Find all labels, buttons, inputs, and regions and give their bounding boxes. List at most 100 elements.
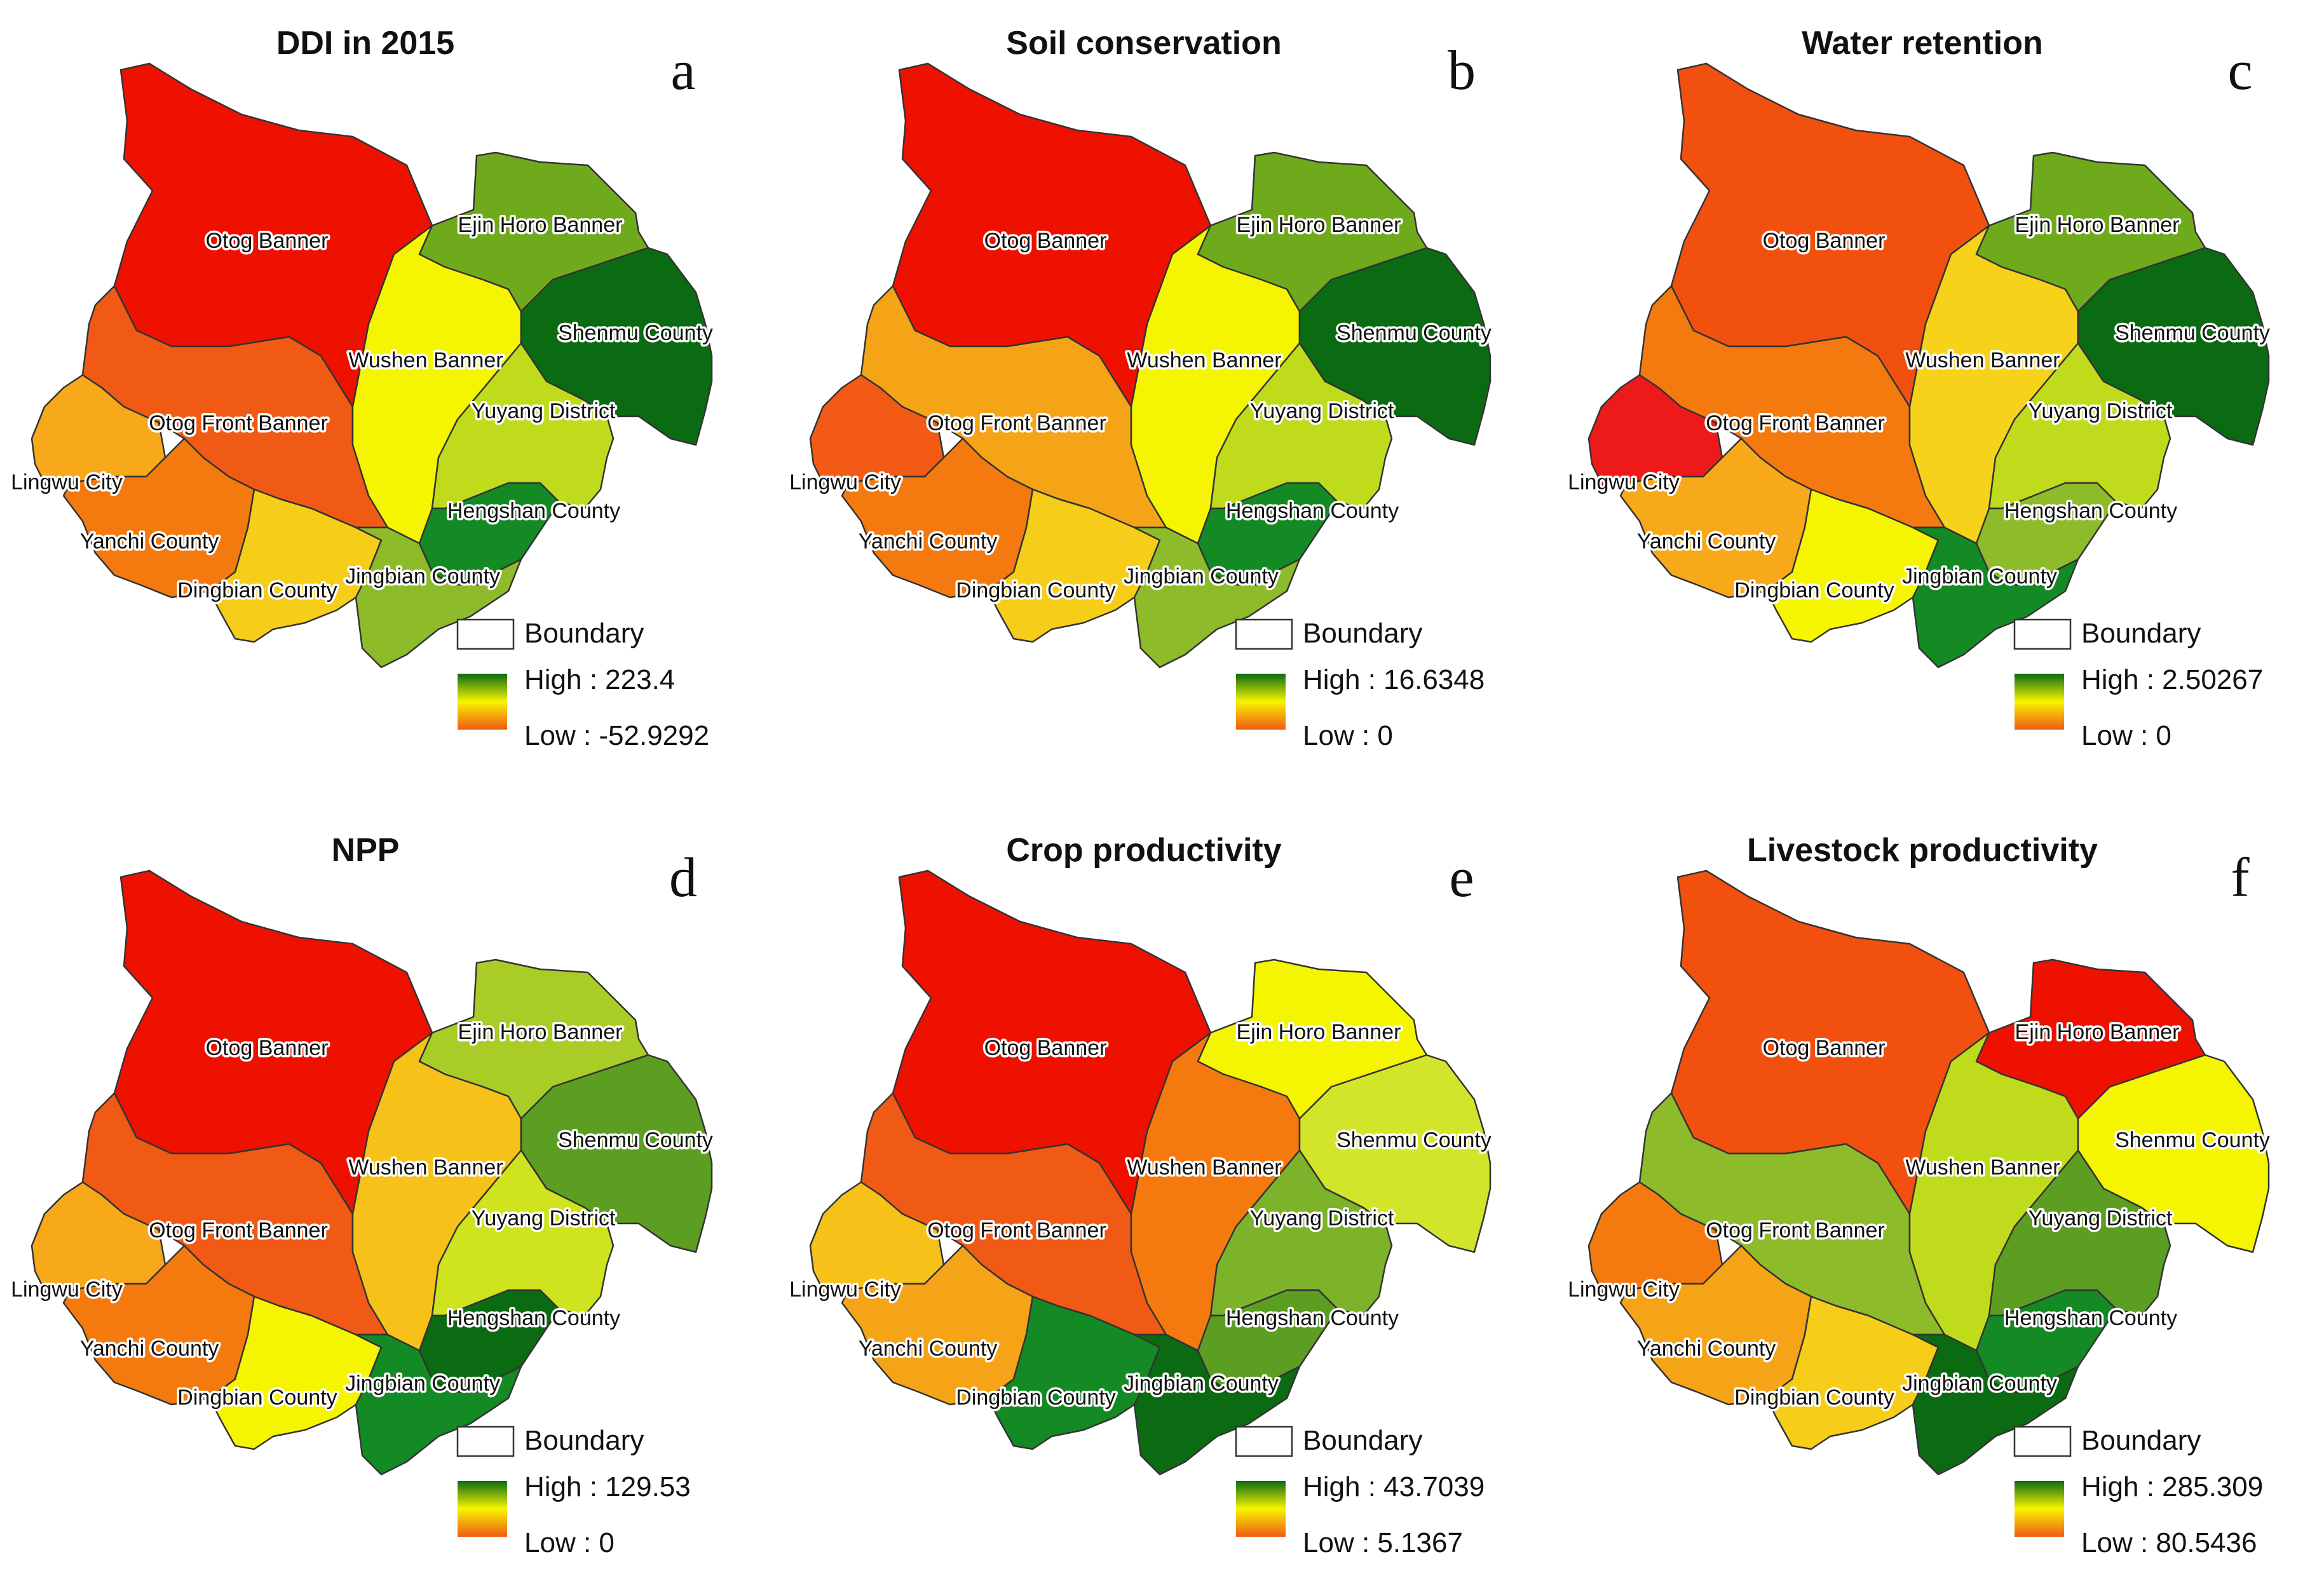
region-ejin — [1197, 958, 1428, 1120]
region-label-wushen: Wushen Banner — [1905, 1155, 2060, 1180]
region-label-hengshan: Hengshan County — [1226, 1306, 1399, 1330]
region-label-yanchi: Yanchi County — [80, 529, 219, 554]
region-label-yanchi: Yanchi County — [859, 1337, 998, 1361]
panel-letter: f — [2231, 847, 2250, 909]
region-hengshan — [418, 482, 561, 586]
region-label-shenmu: Shenmu County — [558, 1128, 713, 1152]
region-label-wushen: Wushen Banner — [1127, 1155, 1281, 1180]
region-label-lingwu: Lingwu City — [789, 470, 901, 494]
panel-letter: b — [1448, 40, 1476, 102]
region-label-jingbian: Jingbian County — [1124, 564, 1279, 589]
panel-title: DDI in 2015 — [276, 25, 454, 62]
region-label-lingwu: Lingwu City — [789, 1277, 901, 1302]
region-label-wushen: Wushen Banner — [1127, 348, 1281, 372]
region-label-dingbian: Dingbian County — [956, 1386, 1115, 1410]
panel-letter: d — [669, 847, 697, 909]
region-label-yuyang: Yuyang District — [1250, 399, 1394, 423]
legend-color-ramp — [2015, 674, 2064, 730]
legend-low-label: Low : 0 — [1303, 720, 1393, 751]
legend-high-label: High : 43.7039 — [1303, 1471, 1485, 1502]
region-label-yanchi: Yanchi County — [80, 1337, 219, 1361]
region-label-ejin: Ejin Horo Banner — [2015, 213, 2180, 237]
panel-title: Livestock productivity — [1747, 832, 2098, 869]
legend-color-ramp — [1236, 1481, 1286, 1537]
legend-boundary-label: Boundary — [2081, 618, 2201, 649]
region-label-yanchi: Yanchi County — [1637, 1337, 1776, 1361]
region-label-otogfront: Otog Front Banner — [149, 411, 328, 435]
panel-letter: c — [2227, 40, 2252, 102]
region-label-ejin: Ejin Horo Banner — [1237, 213, 1401, 237]
region-dingbian — [987, 488, 1161, 643]
legend-boundary-swatch — [2013, 1426, 2072, 1457]
region-label-otogfront: Otog Front Banner — [1706, 1218, 1885, 1243]
region-label-ejin: Ejin Horo Banner — [458, 213, 623, 237]
region-label-shenmu: Shenmu County — [558, 321, 713, 345]
region-label-shenmu: Shenmu County — [2115, 321, 2270, 345]
region-label-otog: Otog Banner — [1763, 1036, 1886, 1060]
region-label-lingwu: Lingwu City — [11, 470, 123, 494]
legend-boundary-label: Boundary — [524, 1425, 644, 1456]
panel-title: Water retention — [1802, 25, 2042, 62]
region-label-jingbian: Jingbian County — [1902, 1372, 2057, 1396]
region-label-shenmu: Shenmu County — [2115, 1128, 2270, 1152]
legend-high-label: High : 285.309 — [2081, 1471, 2263, 1502]
region-label-dingbian: Dingbian County — [956, 578, 1115, 603]
legend-boundary-label: Boundary — [2081, 1425, 2201, 1456]
region-label-wushen: Wushen Banner — [1905, 348, 2060, 372]
region-label-lingwu: Lingwu City — [11, 1277, 123, 1302]
region-dingbian — [208, 1295, 383, 1450]
legend-color-ramp — [458, 1481, 507, 1537]
panel-letter: a — [670, 40, 695, 102]
region-label-dingbian: Dingbian County — [1734, 578, 1894, 603]
region-label-hengshan: Hengshan County — [447, 499, 620, 523]
region-hengshan — [1975, 482, 2117, 586]
region-label-otog: Otog Banner — [1763, 229, 1886, 253]
region-label-otog: Otog Banner — [206, 1036, 329, 1060]
legend-low-label: Low : 5.1367 — [1303, 1527, 1463, 1558]
legend-low-label: Low : 0 — [2081, 720, 2171, 751]
region-label-yanchi: Yanchi County — [859, 529, 998, 554]
region-dingbian — [1765, 1295, 1940, 1450]
legend-boundary-swatch — [456, 618, 515, 650]
region-label-dingbian: Dingbian County — [177, 1386, 337, 1410]
region-label-otog: Otog Banner — [984, 229, 1107, 253]
panel-title: Crop productivity — [1006, 832, 1281, 869]
region-label-otog: Otog Banner — [206, 229, 329, 253]
region-label-yuyang: Yuyang District — [472, 399, 616, 423]
region-label-wushen: Wushen Banner — [348, 1155, 503, 1180]
legend-color-ramp — [1236, 674, 1286, 730]
legend-high-label: High : 129.53 — [524, 1471, 691, 1502]
region-hengshan — [418, 1289, 561, 1393]
region-label-otogfront: Otog Front Banner — [927, 411, 1106, 435]
legend-low-label: Low : -52.9292 — [524, 720, 709, 751]
region-label-yuyang: Yuyang District — [1250, 1206, 1394, 1230]
map-panel-e: Otog Banner Otog Front Banner Wushen Banne… — [787, 832, 1494, 1558]
panel-title: Soil conservation — [1006, 25, 1281, 62]
region-label-shenmu: Shenmu County — [1336, 321, 1492, 345]
legend-boundary-label: Boundary — [1303, 1425, 1422, 1456]
region-label-yuyang: Yuyang District — [2028, 399, 2173, 423]
legend-boundary-swatch — [2013, 618, 2072, 650]
region-ejin — [418, 151, 649, 313]
region-label-otogfront: Otog Front Banner — [927, 1218, 1106, 1243]
legend-high-label: High : 223.4 — [524, 664, 675, 695]
region-label-yuyang: Yuyang District — [2028, 1206, 2173, 1230]
region-label-yanchi: Yanchi County — [1637, 529, 1776, 554]
region-label-otog: Otog Banner — [984, 1036, 1107, 1060]
panel-title: NPP — [332, 832, 400, 869]
region-label-shenmu: Shenmu County — [1336, 1128, 1492, 1152]
region-dingbian — [987, 1295, 1161, 1450]
region-label-otogfront: Otog Front Banner — [1706, 411, 1885, 435]
legend-low-label: Low : 0 — [524, 1527, 615, 1558]
region-label-wushen: Wushen Banner — [348, 348, 503, 372]
region-label-dingbian: Dingbian County — [177, 578, 337, 603]
legend-color-ramp — [2015, 1481, 2064, 1537]
region-label-jingbian: Jingbian County — [345, 564, 500, 589]
region-hengshan — [1975, 1289, 2117, 1393]
region-hengshan — [1197, 1289, 1339, 1393]
region-label-ejin: Ejin Horo Banner — [2015, 1020, 2180, 1044]
legend-high-label: High : 2.50267 — [2081, 664, 2263, 695]
region-label-ejin: Ejin Horo Banner — [1237, 1020, 1401, 1044]
legend-color-ramp — [458, 674, 507, 730]
